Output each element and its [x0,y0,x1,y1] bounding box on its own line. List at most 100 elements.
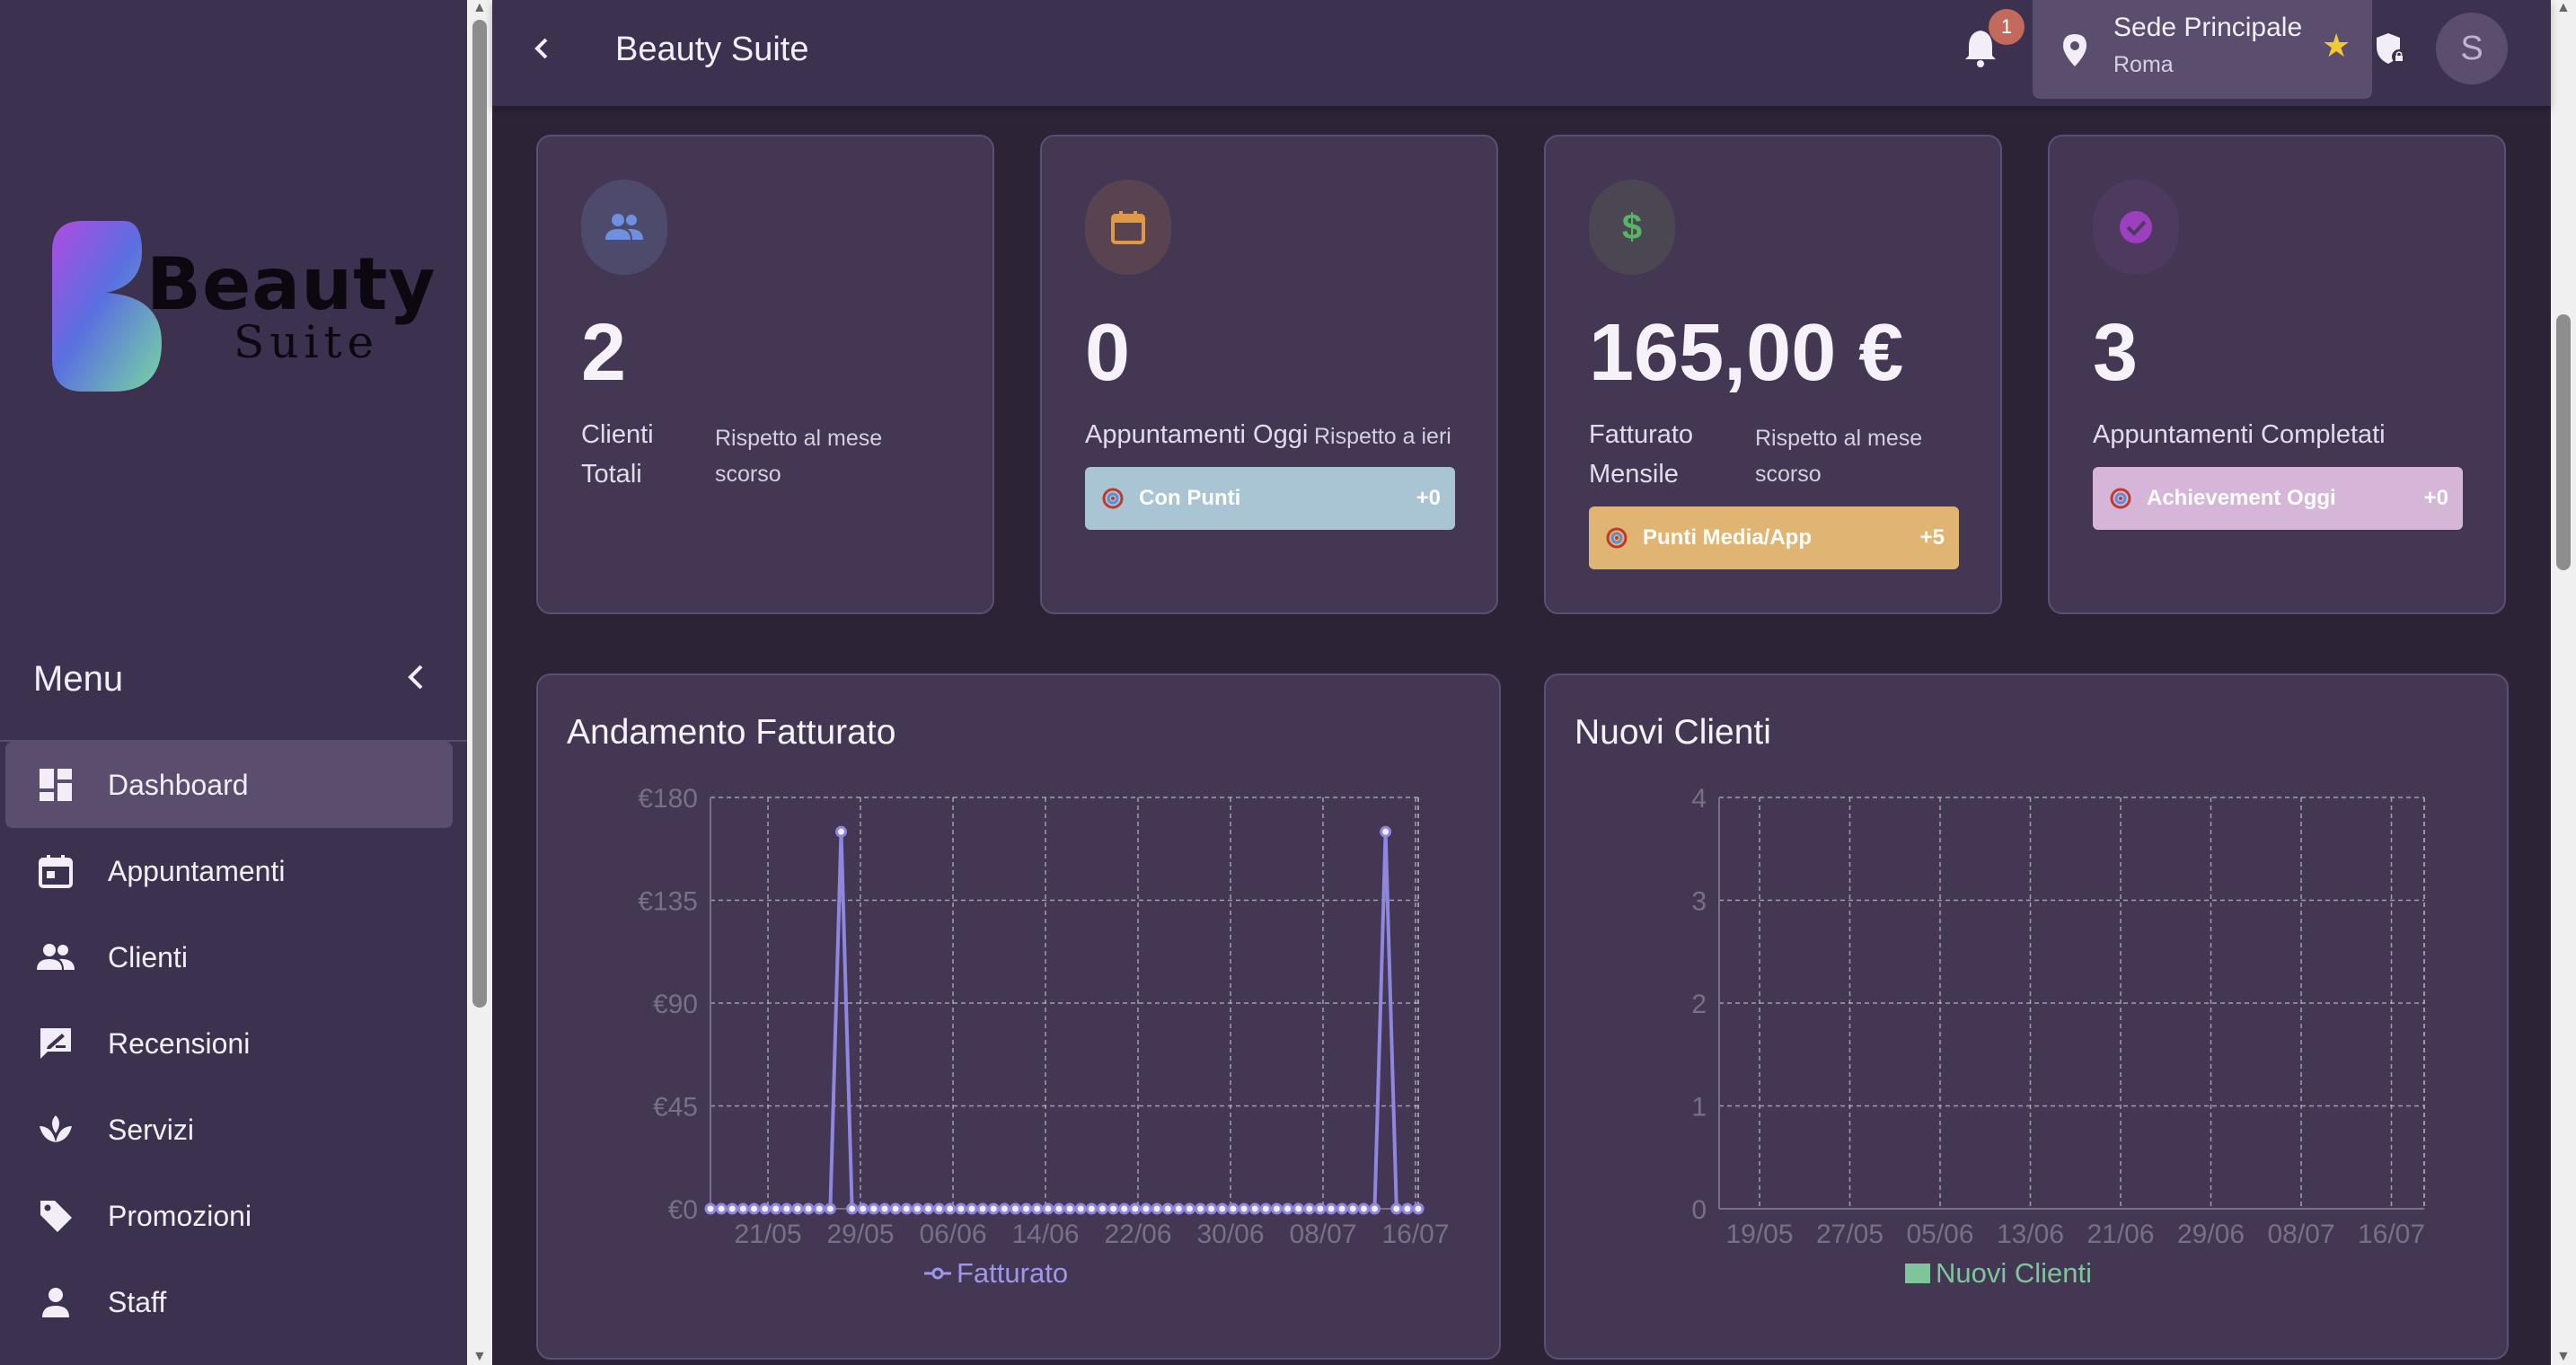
sidebar-item-recensioni[interactable]: Recensioni [5,1000,453,1087]
location-pin-icon [2063,34,2086,66]
new-clients-bar-chart: 0 1 2 3 4 19/05 27/05 05/06 13/06 21/06 29/06 08/07… [1691,784,2425,1249]
data-point [726,1202,738,1215]
sidebar-item-label: Servizi [108,1113,195,1146]
data-point [1238,1202,1250,1215]
location-name: Sede Principale [2113,13,2303,42]
notifications-button[interactable] [1958,25,2003,70]
sidebar-item-appuntamenti[interactable]: Appuntamenti [5,828,453,914]
target-icon [1606,527,1628,549]
points-pill[interactable]: Con Punti +0 [1085,467,1455,530]
sidebar-item-servizi[interactable]: Servizi [5,1087,453,1173]
dashboard-icon [34,763,77,806]
stat-card-completati: 3 Appuntamenti Completati Achievement Og… [2048,135,2506,614]
stat-label: Appuntamenti Completati [2093,420,2386,449]
sidebar-item-dashboard[interactable]: Dashboard [5,742,453,828]
scroll-down-arrow-icon[interactable]: ▼ [2556,1349,2571,1364]
data-point [1248,1202,1261,1215]
shield-lock-icon [2377,33,2406,64]
data-point [1357,1202,1370,1215]
scroll-down-arrow-icon[interactable]: ▼ [472,1349,487,1364]
menu-divider [0,740,467,742]
data-point [1074,1202,1087,1215]
pill-value: +0 [1416,486,1441,510]
data-point [1031,1202,1044,1215]
legend-label: Nuovi Clienti [1936,1257,2093,1289]
data-point [900,1202,913,1215]
data-point [955,1202,967,1215]
location-selector[interactable]: Sede Principale Roma ★ [2033,0,2372,99]
security-button[interactable] [2373,31,2409,66]
stat-label: Clienti Totali [581,415,654,494]
stat-comparison: Rispetto al mese scorso [1755,420,1922,492]
data-point [781,1202,793,1215]
sidebar-item-label: Promozioni [108,1199,252,1232]
data-point [759,1202,772,1215]
stat-label: Fatturato Mensile [1589,415,1693,494]
revenue-line-chart: €0 €45 €90 €135 €180 21/05 29/05 06/06 14/06 22/0… [638,784,1449,1249]
stat-card-appuntamenti-oggi: 0 Appuntamenti Oggi Rispetto a ieri Con … [1040,135,1498,614]
sidebar: Beauty Suite Menu Dashboard Appuntamenti… [0,0,467,1365]
scroll-up-arrow-icon[interactable]: ▲ [2556,0,2571,15]
collapse-menu-button[interactable] [401,659,428,703]
avatar[interactable]: S [2436,13,2508,84]
x-tick-label: 14/06 [1011,1220,1079,1249]
scrollbar-thumb[interactable] [2556,314,2571,570]
scrollbar-thumb[interactable] [472,20,487,1008]
chart-legend[interactable]: Nuovi Clienti [1905,1257,2092,1290]
logo-mark-icon [52,221,162,392]
data-point [1161,1202,1174,1215]
sidebar-nav: Dashboard Appuntamenti Clienti Recension… [5,742,453,1345]
sidebar-item-label: Dashboard [108,768,249,801]
data-point [987,1202,1000,1215]
stat-label-line: Totali [581,460,642,489]
data-point [1107,1202,1120,1215]
x-tick-label: 30/06 [1196,1220,1264,1249]
data-point [911,1202,923,1215]
y-tick-label: €135 [638,887,698,917]
data-point [791,1202,804,1215]
stat-value: 165,00 € [1589,308,1904,398]
x-tick-label: 22/06 [1104,1220,1171,1249]
data-point [1053,1202,1065,1215]
stat-value: 3 [2093,308,2139,398]
data-point [976,1202,989,1215]
y-tick-label: 3 [1691,887,1707,917]
sidebar-item-staff[interactable]: Staff [5,1259,453,1345]
calendar-icon [1085,180,1171,275]
data-point [715,1202,728,1215]
sidebar-scrollbar[interactable]: ▲ ▼ [467,0,492,1365]
data-point [1042,1202,1054,1215]
scroll-up-arrow-icon[interactable]: ▲ [472,0,487,15]
points-pill[interactable]: Achievement Oggi +0 [2093,467,2463,530]
stat-comparison-line: scorso [1755,462,1822,487]
back-button[interactable] [528,31,555,75]
sidebar-item-label: Clienti [108,940,188,973]
pill-label: Achievement Oggi [2147,486,2336,510]
data-point [1390,1202,1403,1215]
data-point [922,1202,934,1215]
pill-value: +5 [1919,525,1945,550]
check-circle-icon [2093,180,2179,275]
data-point [1282,1202,1294,1215]
chart-legend[interactable]: Fatturato [924,1257,1068,1290]
x-tick-label: 16/07 [1381,1220,1449,1249]
data-point [1292,1202,1305,1215]
page-scrollbar[interactable]: ▲ ▼ [2551,0,2576,1365]
data-point [1172,1202,1185,1215]
star-icon[interactable]: ★ [2322,27,2351,64]
chevron-left-icon [408,665,423,690]
stat-value: 0 [1085,308,1131,398]
sidebar-item-promozioni[interactable]: Promozioni [5,1173,453,1259]
stat-comparison-line: scorso [715,462,781,487]
data-point [1380,825,1392,838]
data-point [770,1202,782,1215]
review-icon [34,1022,77,1065]
data-point [1369,1202,1381,1215]
data-point [1118,1202,1131,1215]
data-point [813,1202,825,1215]
x-tick-label: 08/07 [1289,1220,1356,1249]
sidebar-item-clienti[interactable]: Clienti [5,914,453,1000]
x-tick-label: 29/06 [2177,1220,2245,1249]
top-app-bar: Beauty Suite 1 Sede Principale Roma ★ S [492,0,2551,106]
points-pill[interactable]: Punti Media/App +5 [1589,506,1959,569]
